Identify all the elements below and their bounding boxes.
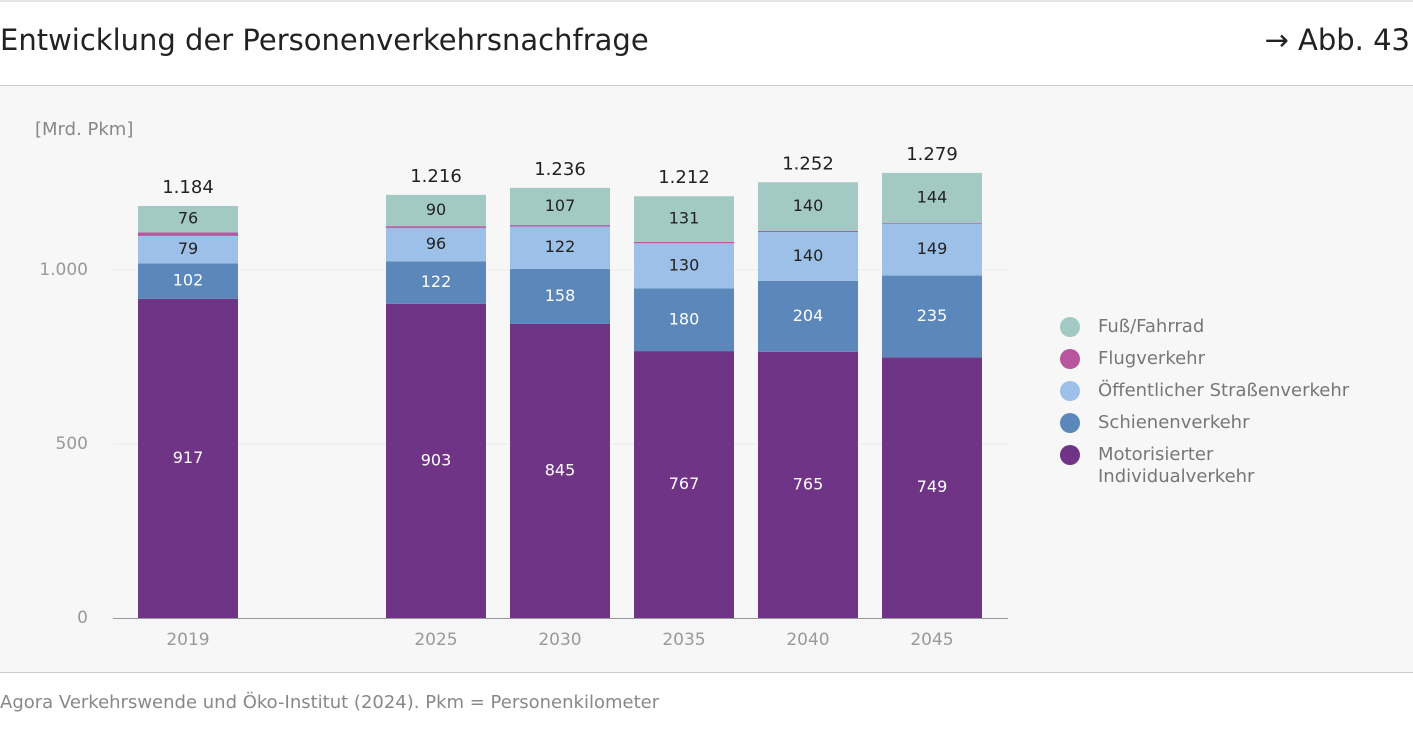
value-label: 158 [545, 286, 576, 305]
figure-ref: → Abb. 43 [1264, 23, 1410, 57]
y-tick-label: 0 [77, 608, 88, 628]
legend-label: Öffentlicher Straßenverkehr [1098, 380, 1350, 401]
value-label: 903 [421, 450, 452, 469]
total-label: 1.252 [782, 153, 834, 174]
value-label: 749 [917, 477, 948, 496]
value-label: 204 [793, 306, 824, 325]
x-tick-label: 2045 [910, 630, 953, 650]
bar-segment [510, 226, 610, 269]
bar-segment [758, 280, 858, 352]
legend: Fuß/Fahrrad Flugverkehr Öffentlicher Straß… [1060, 316, 1360, 498]
bar-segment [510, 268, 610, 324]
legend-item: Flugverkehr [1060, 348, 1360, 370]
bar-segment [138, 205, 238, 233]
value-label: 107 [545, 196, 576, 215]
bar-segment [138, 298, 238, 618]
value-label: 765 [793, 474, 824, 493]
total-label: 1.184 [162, 177, 214, 198]
bar-segment [386, 194, 486, 227]
value-label: 144 [917, 187, 948, 206]
x-tick-label: 2030 [538, 630, 581, 650]
legend-item: Motorisierter Individualverkehr [1060, 444, 1360, 488]
x-tick-label: 2025 [414, 630, 457, 650]
bar-segment [386, 261, 486, 304]
y-axis-label: [Mrd. Pkm] [35, 119, 133, 140]
value-label: 102 [173, 271, 204, 290]
bar-segment [386, 226, 486, 228]
bar-segment [386, 227, 486, 262]
bar-segment [882, 172, 982, 224]
bar-segment [510, 225, 610, 227]
bar-segment [510, 187, 610, 226]
x-tick-label: 2019 [166, 630, 209, 650]
total-label: 1.279 [906, 144, 958, 165]
value-label: 131 [669, 209, 700, 228]
legend-item: Fuß/Fahrrad [1060, 316, 1360, 338]
y-tick-label: 1.000 [39, 260, 88, 280]
bar-segment [634, 196, 734, 242]
legend-marker [1060, 413, 1080, 433]
title: Entwicklung der Personenverkehrsnachfrag… [0, 23, 649, 57]
value-label: 180 [669, 309, 700, 328]
value-label: 917 [173, 448, 204, 467]
bar-segment [634, 351, 734, 618]
bar-segment [882, 275, 982, 358]
bar-segment [386, 303, 486, 618]
legend-marker [1060, 381, 1080, 401]
legend-marker [1060, 349, 1080, 369]
value-label: 96 [426, 234, 446, 253]
bar-segment [138, 263, 238, 299]
legend-label: Motorisierter Individualverkehr [1098, 444, 1255, 487]
value-label: 122 [545, 237, 576, 256]
value-label: 140 [793, 246, 824, 265]
value-label: 130 [669, 255, 700, 274]
bar-segment [634, 243, 734, 289]
source: Agora Verkehrswende und Öko-Institut (20… [0, 691, 660, 713]
value-label: 122 [421, 272, 452, 291]
bar-segment [634, 241, 734, 244]
value-label: 76 [178, 209, 198, 228]
bar-segment [138, 232, 238, 236]
value-label: 79 [178, 239, 198, 258]
bar-segment [634, 288, 734, 352]
legend-label: Schienenverkehr [1098, 412, 1250, 433]
legend-item: Schienenverkehr [1060, 412, 1360, 434]
bar-segment [882, 223, 982, 224]
value-label: 90 [426, 200, 446, 219]
bar-segment [758, 182, 858, 232]
value-label: 235 [917, 306, 948, 325]
legend-marker [1060, 317, 1080, 337]
total-label: 1.216 [410, 166, 462, 187]
x-tick-label: 2040 [786, 630, 829, 650]
legend-label: Fuß/Fahrrad [1098, 316, 1205, 337]
x-tick-label: 2035 [662, 630, 705, 650]
bar-segment [510, 323, 610, 618]
bar-segment [882, 357, 982, 618]
y-tick-label: 500 [56, 434, 88, 454]
value-label: 767 [669, 474, 700, 493]
bar-segment [758, 232, 858, 281]
total-label: 1.236 [534, 159, 586, 180]
value-label: 149 [917, 239, 948, 258]
legend-marker [1060, 445, 1080, 465]
bar-segment [758, 351, 858, 618]
total-label: 1.212 [658, 167, 710, 188]
value-label: 140 [793, 196, 824, 215]
bar-segment [882, 223, 982, 276]
bar-segment [758, 231, 858, 233]
legend-item: Öffentlicher Straßenverkehr [1060, 380, 1360, 402]
value-label: 845 [545, 460, 576, 479]
bar-segment [138, 235, 238, 264]
legend-label: Flugverkehr [1098, 348, 1205, 369]
